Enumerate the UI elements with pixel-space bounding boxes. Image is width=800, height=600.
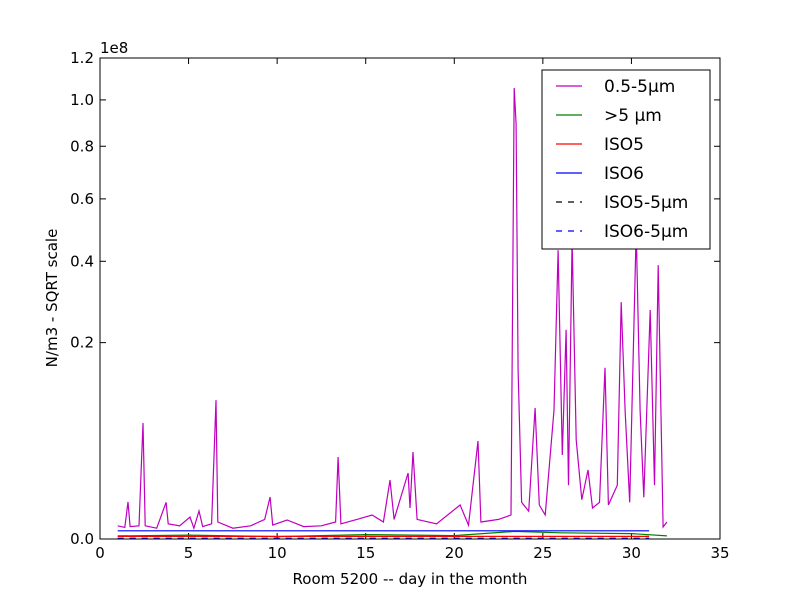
y-tick-label: 1.0 [70, 91, 94, 109]
y-tick-label: 0.0 [70, 530, 94, 548]
legend-label: ISO5 [604, 135, 644, 155]
y-tick-label: 0.2 [70, 334, 94, 352]
legend-label: >5 µm [604, 106, 662, 126]
x-tick-label: 0 [95, 544, 105, 562]
x-axis-label: Room 5200 -- day in the month [293, 570, 528, 588]
series-line [117, 87, 668, 531]
legend-label: ISO6-5µm [604, 222, 688, 242]
y-tick-label: 1.2 [70, 49, 94, 67]
y-axis-label: N/m3 - SQRT scale [43, 229, 61, 368]
legend-label: ISO6 [604, 164, 644, 184]
legend-label: 0.5-5µm [604, 77, 675, 97]
y-tick-label: 0.6 [70, 190, 94, 208]
x-tick-label: 25 [533, 544, 552, 562]
y-tick-label: 0.8 [70, 137, 94, 155]
y-offset-label: 1e8 [100, 39, 128, 57]
legend-box [541, 69, 711, 250]
x-tick-label: 30 [622, 544, 641, 562]
y-tick-label: 0.4 [70, 252, 94, 270]
plot-frame [99, 57, 721, 540]
x-tick-label: 15 [356, 544, 375, 562]
series-line [117, 530, 667, 538]
x-tick-label: 35 [710, 544, 729, 562]
x-tick-label: 10 [268, 544, 287, 562]
x-tick-label: 5 [184, 544, 194, 562]
x-tick-label: 20 [445, 544, 464, 562]
legend-label: ISO5-5µm [604, 193, 688, 213]
